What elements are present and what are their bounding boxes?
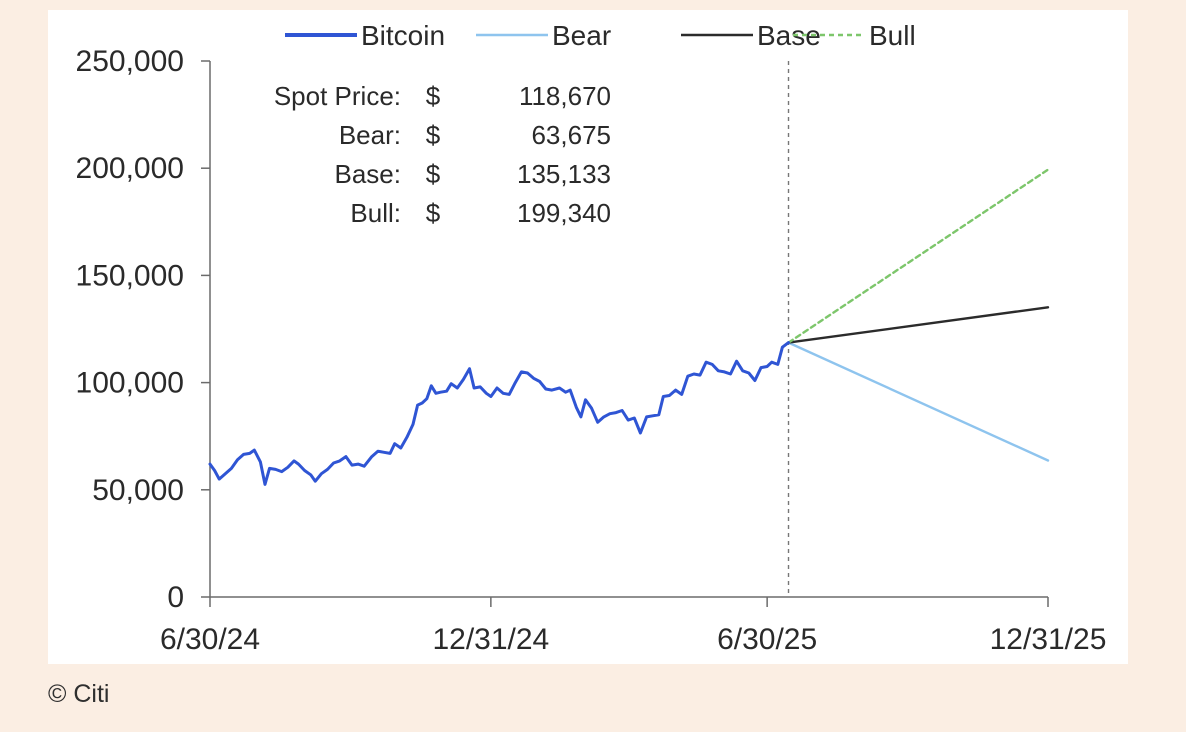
x-axis: 6/30/24 12/31/24 6/30/25 12/31/25 [160, 596, 1107, 656]
y-tick-label: 100,000 [76, 367, 184, 400]
annotation-label: Base: [335, 159, 402, 189]
y-tick-label: 50,000 [92, 474, 184, 507]
annotation-label: Bear: [339, 120, 401, 150]
legend-label-bear: Bear [552, 20, 611, 51]
price-annotations: Spot Price: $118,670 Bear: $63,675 Base: $135… [274, 81, 611, 228]
annotation-label: Bull: [350, 198, 401, 228]
y-tick-label: 250,000 [76, 45, 184, 78]
annotation-currency: $ [426, 120, 441, 150]
legend-label-bull: Bull [869, 20, 916, 51]
annotation-label: Spot Price: [274, 81, 401, 111]
x-tick-label: 12/31/24 [432, 623, 549, 656]
forecast-chart: Bitcoin Bear Base Bull 0 50,000 100,000 150,00… [76, 20, 1107, 656]
image-credit: © Citi [48, 680, 110, 708]
y-axis: 0 50,000 100,000 150,000 200,000 250,000 [76, 45, 211, 614]
series-line-bitcoin [208, 341, 790, 486]
x-tick-label: 6/30/25 [717, 623, 817, 656]
annotation-value: 118,670 [519, 81, 611, 111]
series-line-bull [787, 168, 1050, 344]
annotation-value: 199,340 [517, 198, 611, 228]
plot-area [208, 61, 1050, 597]
annotation-currency: $ [426, 198, 441, 228]
annotation-currency: $ [426, 81, 441, 111]
legend-label-bitcoin: Bitcoin [361, 20, 445, 51]
legend-label-base: Base [757, 20, 821, 51]
x-tick-label: 6/30/24 [160, 623, 260, 656]
chart-legend: Bitcoin Bear Base Bull [285, 20, 916, 51]
chart-card: Bitcoin Bear Base Bull 0 50,000 100,000 150,00… [48, 10, 1128, 664]
annotation-value: 135,133 [517, 159, 611, 189]
y-tick-label: 150,000 [76, 259, 184, 292]
annotation-value: 63,675 [531, 120, 611, 150]
series-line-base [787, 306, 1050, 344]
series-line-bear [787, 341, 1050, 462]
annotation-currency: $ [426, 159, 441, 189]
x-tick-label: 12/31/25 [990, 623, 1107, 656]
y-tick-label: 0 [167, 581, 184, 614]
y-tick-label: 200,000 [76, 152, 184, 185]
